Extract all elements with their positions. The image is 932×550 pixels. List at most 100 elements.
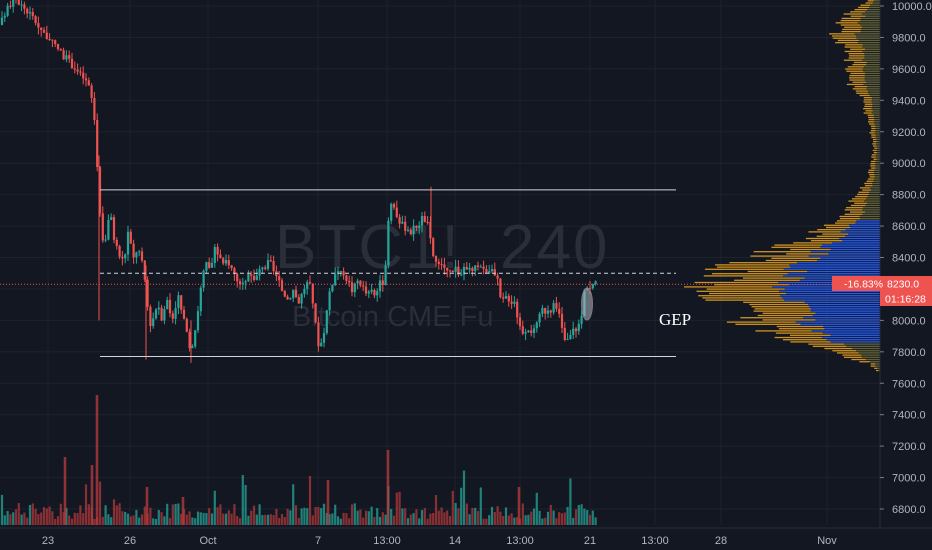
volume-bar <box>555 518 558 525</box>
volume-profile-row <box>852 347 880 350</box>
volume-bar <box>205 513 208 525</box>
candle-body <box>476 265 480 267</box>
candle-body <box>392 203 396 208</box>
volume-profile-row <box>861 354 880 356</box>
volume-bar <box>350 504 354 525</box>
volume-profile-row <box>789 264 880 266</box>
volume-profile-row <box>855 196 868 198</box>
volume-profile-row <box>812 314 880 317</box>
volume-bar <box>381 512 384 525</box>
volume-bar <box>384 514 387 525</box>
volume-bar <box>532 508 536 525</box>
volume-profile-row <box>877 367 880 369</box>
price-axis[interactable]: 10000.0 9800.0 9600.0 9400.0 9200.0 9000.0 880… <box>879 0 932 550</box>
horizontal-levels[interactable] <box>0 189 880 358</box>
candle-body <box>104 239 107 241</box>
volume-bar <box>583 508 586 525</box>
volume-profile-row <box>865 11 880 13</box>
volume-bar <box>454 503 457 525</box>
volume-profile-row <box>869 361 880 363</box>
volume-bar <box>180 513 183 525</box>
volume-profile-row <box>845 235 880 237</box>
volume-bar <box>84 484 88 525</box>
volume-bar <box>566 506 569 525</box>
volume-bar <box>521 503 524 525</box>
volume-bar <box>479 487 482 525</box>
volume-profile-row <box>852 198 867 200</box>
volume-profile-row <box>864 200 880 202</box>
volume-profile-row <box>872 185 880 187</box>
volume-profile-row <box>790 248 831 251</box>
volume-bar <box>549 504 552 525</box>
time-axis[interactable]: 23 26 Oct 7 13:00 14 13:00 21 13:00 28 Nov <box>0 527 932 550</box>
candle-body <box>266 260 270 269</box>
volume-bar <box>65 507 68 525</box>
candle-body <box>23 4 26 9</box>
volume-profile-row <box>864 55 880 57</box>
candle-body <box>373 289 376 296</box>
candle-body <box>516 301 519 318</box>
volume-bar <box>31 503 34 525</box>
volume-bar <box>185 514 188 525</box>
candle-body <box>269 260 272 262</box>
volume-bar <box>98 481 102 525</box>
candle-body <box>28 12 32 14</box>
volume-profile-row <box>844 209 863 211</box>
gap-marker-ellipse[interactable] <box>581 287 593 321</box>
volume-bar <box>208 508 211 525</box>
candle-body <box>258 269 261 276</box>
volume-profile-row <box>847 66 864 68</box>
candle-body <box>381 280 384 285</box>
volume-profile-row <box>870 125 876 127</box>
candle-body <box>205 262 208 271</box>
volume-profile-row <box>872 2 880 4</box>
volume-profile-row <box>848 57 865 59</box>
candle-body <box>12 0 15 7</box>
gep-annotation[interactable]: GEP <box>659 310 691 329</box>
time-tick-label: Nov <box>817 535 837 547</box>
volume-bar <box>286 508 289 525</box>
volume-profile-row <box>843 356 862 358</box>
volume-profile-row <box>753 310 811 312</box>
volume-profile-row <box>875 127 880 130</box>
volume-profile-row <box>862 68 880 70</box>
volume-profile-row <box>845 229 880 231</box>
candle-body <box>216 246 219 255</box>
volume-profile-row <box>836 220 857 222</box>
volume-profile-row <box>702 297 783 299</box>
candle-body <box>488 271 491 274</box>
candle-body <box>73 68 76 70</box>
candle-body <box>311 283 314 304</box>
candle-body <box>3 15 6 18</box>
candlestick-series <box>0 0 597 363</box>
candle-body <box>555 303 558 309</box>
volume-profile-row <box>875 154 880 156</box>
candle-body <box>129 231 132 244</box>
volume-profile-row <box>864 57 880 59</box>
candle-body <box>138 251 141 253</box>
volume-profile-row <box>771 257 821 259</box>
volume-bar <box>429 513 432 525</box>
volume-profile-row <box>755 330 812 332</box>
volume-bar <box>252 505 256 525</box>
volume-bar <box>448 516 452 525</box>
volume-profile-row <box>872 145 877 147</box>
volume-profile-row <box>851 358 866 361</box>
volume-profile-row <box>795 321 880 323</box>
volume-profile-row <box>844 46 863 48</box>
candle-body <box>82 72 85 79</box>
volume-profile-row <box>863 66 880 68</box>
candle-body <box>560 313 564 328</box>
volume-bar <box>499 511 502 525</box>
volume-profile-row <box>875 167 880 169</box>
volume-profile-row <box>846 83 864 86</box>
volume-profile-row <box>842 354 862 356</box>
volume-profile-row <box>797 262 880 264</box>
volume-profile-row <box>875 125 880 127</box>
candle-body <box>468 267 471 270</box>
volume-bar <box>104 505 107 525</box>
candle-body <box>334 274 337 285</box>
candle-body <box>342 271 345 276</box>
volume-bar <box>437 510 440 525</box>
